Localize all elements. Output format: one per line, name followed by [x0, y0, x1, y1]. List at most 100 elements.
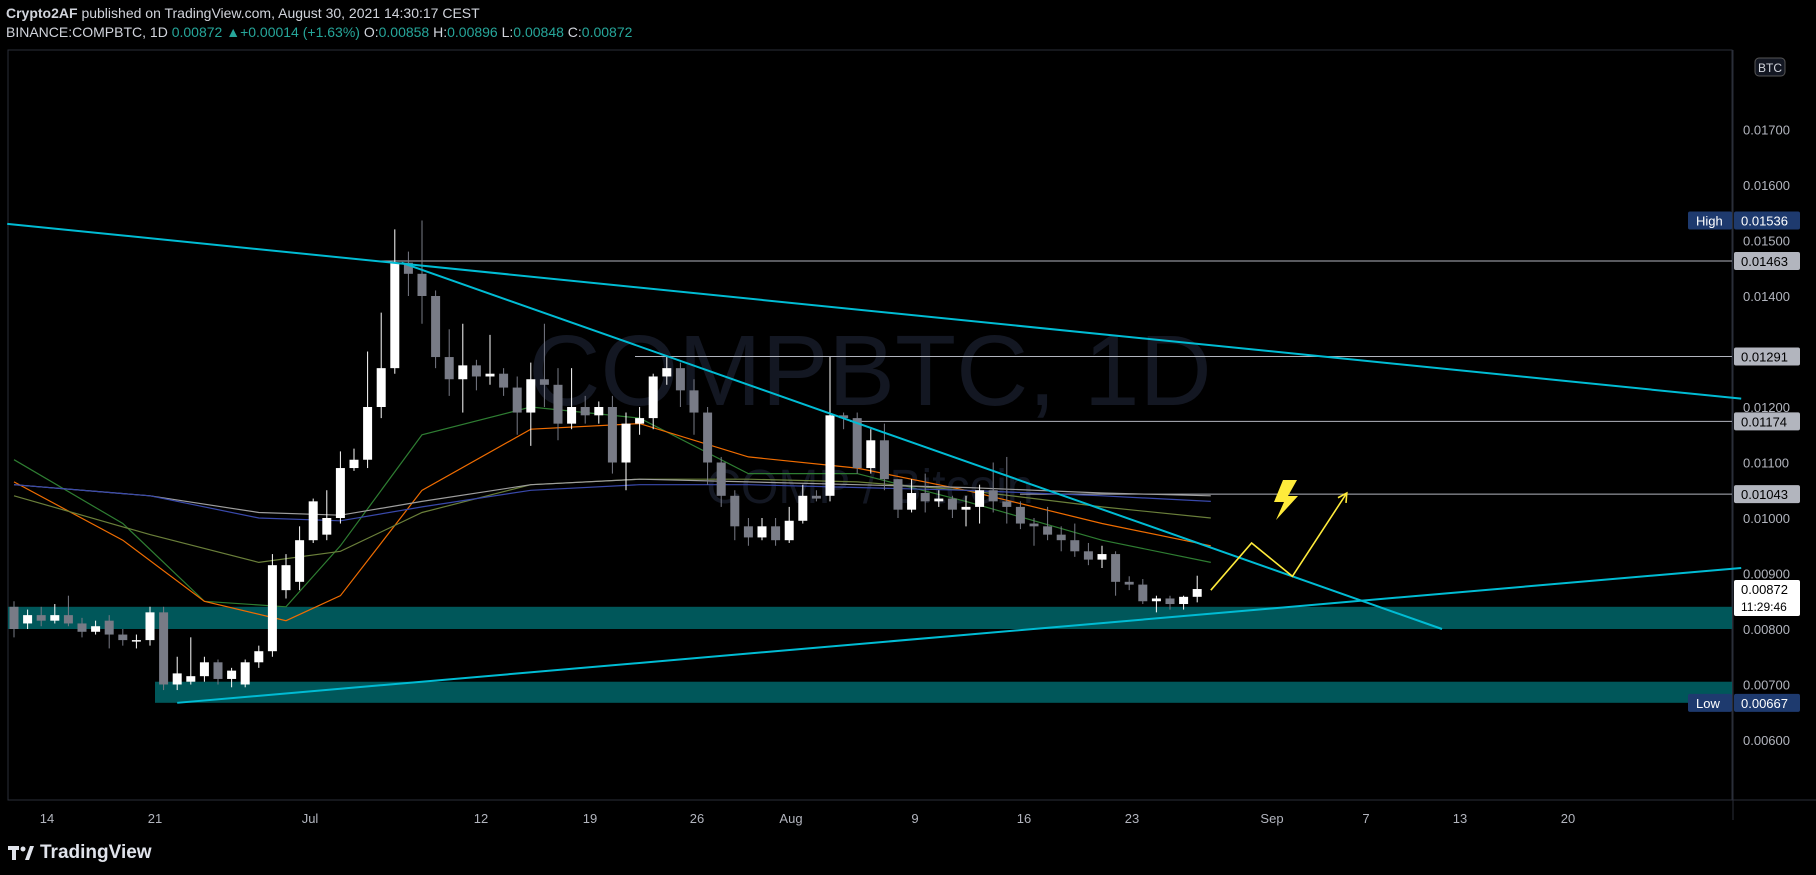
trendline[interactable] [401, 261, 1443, 630]
candle[interactable] [594, 407, 604, 416]
candle[interactable] [567, 407, 577, 424]
candle[interactable] [1097, 554, 1107, 560]
candle[interactable] [1002, 501, 1012, 507]
candle[interactable] [63, 615, 73, 624]
candle[interactable] [825, 415, 835, 496]
candle[interactable] [798, 495, 808, 521]
trendline[interactable] [7, 222, 1742, 400]
candle[interactable] [322, 518, 332, 535]
candle[interactable] [866, 440, 876, 469]
candle[interactable] [295, 540, 305, 582]
candle[interactable] [227, 670, 237, 679]
candle[interactable] [635, 418, 645, 424]
price-axis-label: 0.01000 [1743, 511, 1790, 526]
candle[interactable] [771, 526, 781, 541]
candle[interactable] [499, 373, 509, 388]
candle[interactable] [485, 373, 495, 377]
candle[interactable] [104, 620, 114, 635]
support-zone[interactable] [8, 606, 1732, 629]
candle[interactable] [526, 379, 536, 413]
candle[interactable] [9, 606, 19, 629]
candle[interactable] [444, 357, 454, 380]
candle[interactable] [403, 262, 413, 274]
candle[interactable] [1192, 589, 1202, 597]
candle[interactable] [376, 368, 386, 407]
candle[interactable] [431, 296, 441, 358]
candle[interactable] [716, 462, 726, 496]
candle[interactable] [539, 379, 549, 385]
symbol-label[interactable]: BINANCE:COMPBTC, 1D [6, 24, 168, 40]
candle[interactable] [145, 612, 155, 641]
candle[interactable] [254, 651, 264, 663]
candle[interactable] [961, 506, 971, 510]
candle[interactable] [784, 520, 794, 541]
candle[interactable] [648, 376, 658, 419]
candle[interactable] [267, 565, 277, 652]
candle[interactable] [91, 626, 101, 632]
candle[interactable] [417, 273, 427, 296]
candle[interactable] [1151, 598, 1161, 602]
projection-arrow[interactable] [1210, 492, 1348, 591]
candle[interactable] [839, 415, 849, 419]
candle[interactable] [607, 407, 617, 463]
candle[interactable] [988, 490, 998, 502]
candle[interactable] [1165, 598, 1175, 605]
candle[interactable] [934, 498, 944, 502]
candle[interactable] [118, 634, 128, 641]
candle[interactable] [363, 407, 373, 460]
candle[interactable] [77, 623, 87, 632]
candle[interactable] [159, 612, 169, 685]
candle[interactable] [131, 640, 141, 642]
candle[interactable] [811, 495, 821, 499]
candle[interactable] [335, 468, 345, 518]
candle[interactable] [1083, 551, 1093, 560]
candle[interactable] [471, 365, 481, 377]
candle[interactable] [553, 384, 563, 424]
candle[interactable] [308, 501, 318, 541]
candle[interactable] [186, 676, 196, 682]
candle[interactable] [975, 490, 985, 507]
candle[interactable] [1029, 523, 1039, 527]
trendline[interactable] [177, 566, 1742, 704]
candle[interactable] [240, 662, 250, 685]
candle[interactable] [1124, 581, 1134, 585]
candle[interactable] [1043, 526, 1053, 535]
candle[interactable] [23, 615, 33, 624]
candle[interactable] [662, 368, 672, 377]
candle[interactable] [390, 262, 400, 369]
candle[interactable] [1056, 534, 1066, 541]
candle[interactable] [743, 526, 753, 538]
candle[interactable] [580, 407, 590, 416]
candle[interactable] [879, 440, 889, 480]
candle[interactable] [36, 615, 46, 621]
candle[interactable] [675, 368, 685, 391]
candle[interactable] [1015, 506, 1025, 524]
candle[interactable] [1179, 596, 1189, 605]
candle[interactable] [512, 387, 522, 413]
candle[interactable] [213, 662, 223, 679]
candle[interactable] [199, 662, 209, 677]
candle[interactable] [703, 412, 713, 463]
candle[interactable] [172, 673, 182, 685]
candle[interactable] [621, 423, 631, 463]
candle[interactable] [1138, 584, 1148, 602]
candle[interactable] [1111, 554, 1121, 582]
candle[interactable] [852, 418, 862, 469]
candle[interactable] [689, 390, 699, 413]
candle[interactable] [50, 615, 60, 621]
candle[interactable] [907, 493, 917, 510]
candle[interactable] [349, 459, 359, 469]
support-zone[interactable] [155, 681, 1732, 703]
candle[interactable] [947, 498, 957, 510]
candle[interactable] [757, 526, 767, 538]
candle[interactable] [893, 479, 903, 510]
candle[interactable] [281, 565, 291, 591]
candle[interactable] [1070, 540, 1080, 552]
candle[interactable] [920, 493, 930, 502]
tradingview-logo[interactable]: TradingView [8, 842, 152, 864]
low-value: 0.00848 [513, 24, 564, 40]
candle[interactable] [458, 365, 468, 380]
author-name[interactable]: Crypto2AF [6, 5, 78, 21]
candle[interactable] [730, 495, 740, 527]
